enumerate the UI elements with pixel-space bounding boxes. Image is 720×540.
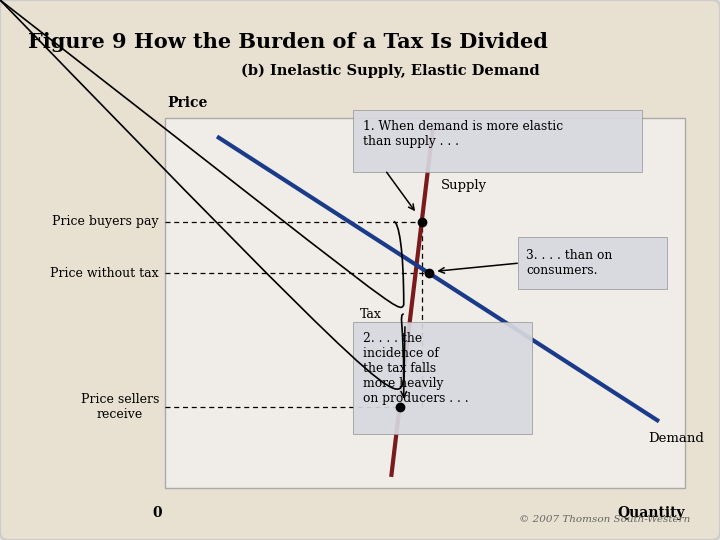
Text: Quantity: Quantity — [617, 506, 685, 520]
Text: Demand: Demand — [649, 433, 704, 446]
Text: © 2007 Thomson South-Western: © 2007 Thomson South-Western — [518, 515, 690, 524]
Text: Price buyers pay: Price buyers pay — [53, 215, 159, 228]
Text: (b) Inelastic Supply, Elastic Demand: (b) Inelastic Supply, Elastic Demand — [240, 64, 539, 78]
Text: Supply: Supply — [441, 179, 487, 192]
FancyBboxPatch shape — [353, 110, 642, 172]
Text: 1. When demand is more elastic
than supply . . .: 1. When demand is more elastic than supp… — [363, 120, 563, 148]
Text: Price sellers
receive: Price sellers receive — [81, 393, 159, 421]
FancyBboxPatch shape — [165, 118, 685, 488]
Text: Price: Price — [167, 96, 207, 110]
Text: 3. . . . than on
consumers.: 3. . . . than on consumers. — [526, 249, 613, 277]
FancyBboxPatch shape — [353, 322, 532, 434]
Text: 0: 0 — [152, 506, 162, 520]
Text: Tax: Tax — [360, 308, 382, 321]
Text: Price without tax: Price without tax — [50, 267, 159, 280]
Text: 2. . . . the
incidence of
the tax falls
more heavily
on producers . . .: 2. . . . the incidence of the tax falls … — [363, 332, 469, 405]
Text: Figure 9 How the Burden of a Tax Is Divided: Figure 9 How the Burden of a Tax Is Divi… — [28, 32, 548, 52]
FancyBboxPatch shape — [518, 237, 667, 289]
